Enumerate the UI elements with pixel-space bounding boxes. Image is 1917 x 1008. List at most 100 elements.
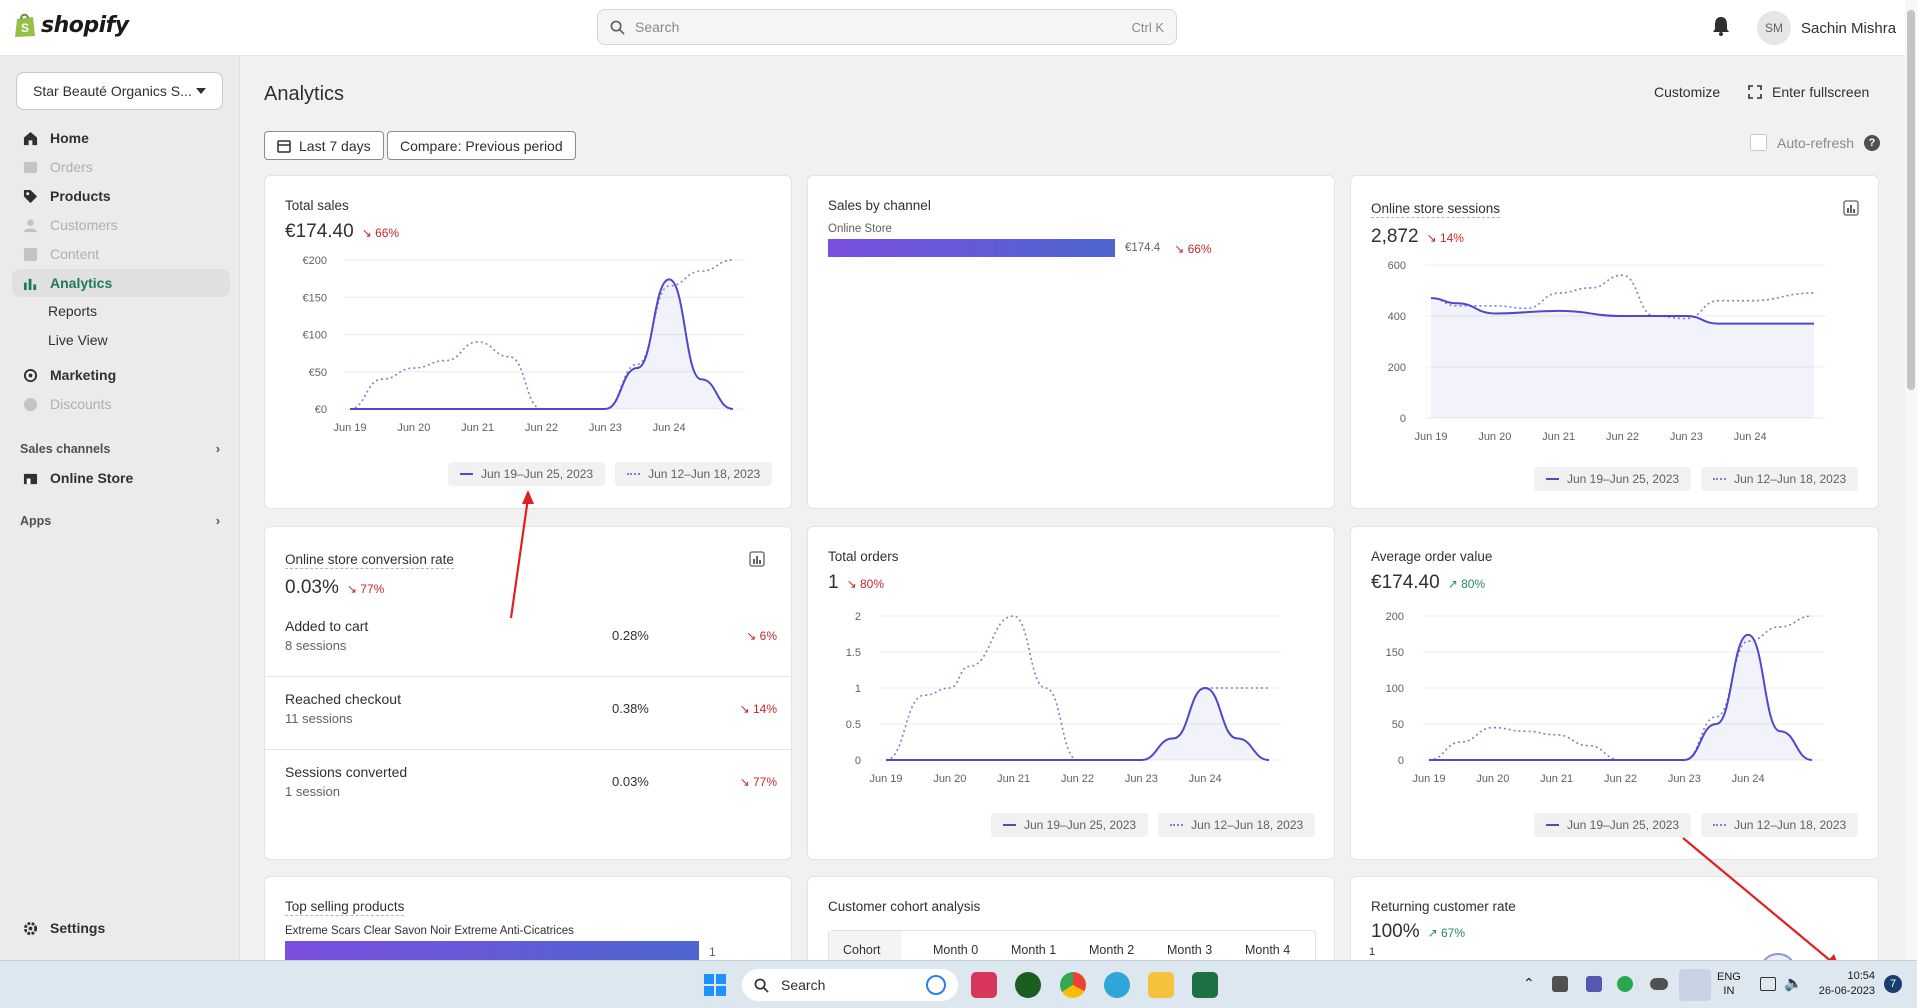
search-placeholder: Search xyxy=(635,19,680,35)
y-tick-label: €0 xyxy=(315,404,327,416)
legend-previous[interactable]: Jun 12–Jun 18, 2023 xyxy=(615,462,773,486)
conversion-card[interactable]: Online store conversion rate 0.03% ↘ 77%… xyxy=(264,526,792,860)
cohort-card[interactable]: Customer cohort analysis Cohort Month 0 … xyxy=(807,876,1335,966)
sidebar-item-customers[interactable]: Customers xyxy=(12,211,230,239)
lang-primary: ENG xyxy=(1717,971,1741,983)
compare-button[interactable]: Compare: Previous period xyxy=(387,131,576,160)
excel-icon[interactable] xyxy=(1192,972,1218,998)
sessions-card[interactable]: Online store sessions 2,872 ↘ 14% 0 200 40… xyxy=(1350,175,1879,509)
bar-chart-icon[interactable] xyxy=(749,551,765,567)
product-bar[interactable] xyxy=(285,941,699,961)
sidebar-item-settings[interactable]: Settings xyxy=(12,914,230,942)
tray-app-icon[interactable] xyxy=(1552,976,1568,992)
user-menu[interactable]: SM Sachin Mishra xyxy=(1757,11,1896,45)
sidebar-item-products[interactable]: Products xyxy=(12,182,230,210)
scrollbar-thumb[interactable] xyxy=(1907,10,1915,390)
customize-button[interactable]: Customize xyxy=(1654,84,1720,100)
tray-app-icon[interactable] xyxy=(1617,976,1633,992)
windows-start-icon[interactable] xyxy=(704,974,726,996)
sidebar-item-analytics[interactable]: Analytics xyxy=(12,269,230,297)
skype-icon[interactable] xyxy=(971,972,997,998)
card-title: Sales by channel xyxy=(828,198,931,213)
chevron-up-icon[interactable]: ⌃ xyxy=(1523,975,1535,991)
bell-icon[interactable] xyxy=(1712,16,1730,36)
date-range-button[interactable]: Last 7 days xyxy=(264,131,384,160)
sidebar-item-orders[interactable]: Orders xyxy=(12,153,230,181)
channel-value-group: €174.4 ↘ 66% xyxy=(1125,242,1212,256)
scrollbar[interactable] xyxy=(1905,0,1917,960)
sidebar-item-online-store[interactable]: Online Store xyxy=(12,464,230,492)
row-pct: 0.38% xyxy=(612,701,649,716)
folder-icon[interactable] xyxy=(1148,972,1174,998)
row-change-value: 77% xyxy=(752,775,777,789)
taskbar-search[interactable]: Search xyxy=(742,969,958,1001)
bar-chart-icon[interactable] xyxy=(1843,200,1859,216)
channel-bar[interactable] xyxy=(828,239,1115,257)
card-title: Total sales xyxy=(285,198,349,213)
metric-change: ↘ 80% xyxy=(846,577,884,591)
sidebar-item-live-view[interactable]: Live View xyxy=(48,332,108,348)
teams-icon[interactable] xyxy=(1586,976,1602,992)
y-tick-label: €150 xyxy=(303,292,327,304)
previous-period-line xyxy=(349,259,734,410)
clock[interactable]: 10:54 26-06-2023 xyxy=(1815,969,1875,999)
y-tick-label: 1.5 xyxy=(846,647,861,659)
x-tick-label: Jun 19 xyxy=(869,773,902,785)
fullscreen-button[interactable]: Enter fullscreen xyxy=(1748,84,1869,100)
metric-value: €174.40 xyxy=(285,221,354,242)
search-input[interactable]: Search Ctrl K xyxy=(597,9,1177,45)
metric: €174.40 ↗ 80% xyxy=(1371,572,1485,594)
y-tick-label: 0 xyxy=(1400,413,1406,425)
dotted-line-swatch xyxy=(1170,824,1184,826)
total-orders-card[interactable]: Total orders 1 ↘ 80% 0 0.5 1 1.5 2 Jun 19 Jun … xyxy=(807,526,1335,860)
sidebar-item-content[interactable]: Content xyxy=(12,240,230,268)
chrome-icon[interactable] xyxy=(1060,972,1086,998)
lang-secondary: IN xyxy=(1723,985,1735,997)
language-indicator[interactable]: ENG IN xyxy=(1717,970,1741,998)
legend-current-label: Jun 19–Jun 25, 2023 xyxy=(481,467,594,481)
legend-current[interactable]: Jun 19–Jun 25, 2023 xyxy=(1534,467,1692,491)
returning-rate-card[interactable]: Returning customer rate 100% ↗ 67% 1 xyxy=(1350,876,1879,966)
row-change: ↘ 77% xyxy=(739,775,777,789)
legend-current[interactable]: Jun 19–Jun 25, 2023 xyxy=(1534,813,1692,837)
apps-header[interactable]: Apps › xyxy=(20,514,220,528)
legend-previous[interactable]: Jun 12–Jun 18, 2023 xyxy=(1701,467,1859,491)
sidebar-item-reports[interactable]: Reports xyxy=(48,303,98,319)
sales-channels-header[interactable]: Sales channels › xyxy=(20,442,220,456)
top-products-card[interactable]: Top selling products Extreme Scars Clear… xyxy=(264,876,792,966)
auto-refresh-checkbox[interactable] xyxy=(1750,134,1767,151)
tag-icon xyxy=(22,188,38,204)
average-order-value-card[interactable]: Average order value €174.40 ↗ 80% 0 50 100… xyxy=(1350,526,1879,860)
cloud-icon[interactable] xyxy=(1650,978,1668,990)
store-selector[interactable]: Star Beauté Organics S... xyxy=(16,72,223,110)
legend-current[interactable]: Jun 19–Jun 25, 2023 xyxy=(448,462,606,486)
app-icon[interactable] xyxy=(1015,972,1041,998)
channel-change: ↘ 66% xyxy=(1174,242,1212,256)
metric-change: ↗ 80% xyxy=(1447,577,1486,591)
current-period-line xyxy=(1429,633,1813,761)
help-icon[interactable]: ? xyxy=(1864,134,1881,151)
sidebar-item-marketing[interactable]: Marketing xyxy=(12,361,230,389)
legend-previous-label: Jun 12–Jun 18, 2023 xyxy=(648,467,761,481)
legend-previous[interactable]: Jun 12–Jun 18, 2023 xyxy=(1701,813,1859,837)
legend-previous-label: Jun 12–Jun 18, 2023 xyxy=(1734,472,1847,486)
bar-chart-icon xyxy=(22,275,38,291)
total-sales-card[interactable]: Total sales €174.40 ↘ 66% €0 €50 €100 €150 €… xyxy=(264,175,792,509)
y-tick-label: 400 xyxy=(1388,311,1406,323)
shopify-logo[interactable]: S shopify xyxy=(14,12,129,38)
sidebar-item-home[interactable]: Home xyxy=(12,124,230,152)
network-icon[interactable] xyxy=(1760,977,1776,991)
metric-change-value: 80% xyxy=(859,577,884,591)
chevron-right-icon: › xyxy=(215,442,220,456)
legend-previous[interactable]: Jun 12–Jun 18, 2023 xyxy=(1158,813,1316,837)
notification-badge[interactable]: 7 xyxy=(1884,975,1902,993)
pen-icon[interactable] xyxy=(1679,969,1711,1001)
x-tick-label: Jun 20 xyxy=(1476,773,1509,785)
home-icon xyxy=(22,130,38,146)
sidebar-item-discounts[interactable]: Discounts xyxy=(12,390,230,418)
telegram-icon[interactable] xyxy=(1104,972,1130,998)
legend-current[interactable]: Jun 19–Jun 25, 2023 xyxy=(991,813,1149,837)
volume-icon[interactable]: 🔈 xyxy=(1784,975,1803,992)
sales-by-channel-card[interactable]: Sales by channel Online Store €174.4 ↘ 6… xyxy=(807,175,1335,509)
person-icon xyxy=(22,217,38,233)
